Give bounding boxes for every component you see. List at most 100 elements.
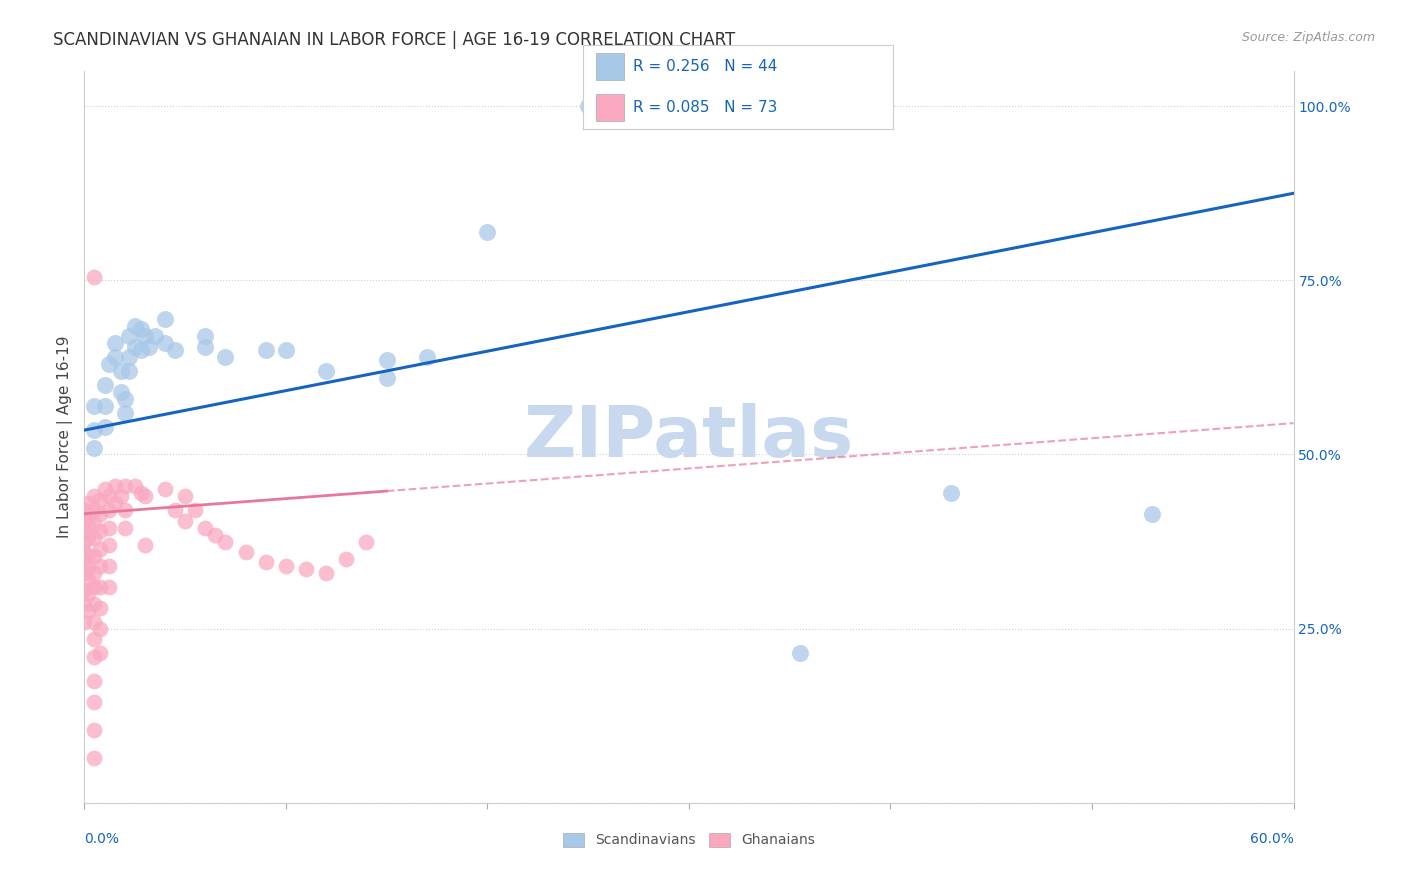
FancyBboxPatch shape bbox=[596, 94, 624, 120]
Point bbox=[356, 534, 378, 549]
Point bbox=[93, 377, 115, 392]
Text: 60.0%: 60.0% bbox=[1250, 832, 1294, 846]
FancyBboxPatch shape bbox=[596, 54, 624, 80]
Point bbox=[73, 597, 96, 611]
Point bbox=[77, 549, 100, 563]
Point bbox=[235, 545, 257, 559]
Point bbox=[124, 339, 146, 353]
Point bbox=[83, 531, 105, 545]
Point bbox=[93, 483, 115, 497]
Point bbox=[153, 311, 176, 326]
Point bbox=[89, 558, 111, 573]
Point bbox=[83, 441, 105, 455]
Point bbox=[83, 597, 105, 611]
Point bbox=[97, 558, 120, 573]
Y-axis label: In Labor Force | Age 16-19: In Labor Force | Age 16-19 bbox=[58, 335, 73, 539]
Point bbox=[83, 695, 105, 709]
Point bbox=[83, 399, 105, 413]
Point bbox=[598, 99, 620, 113]
Point bbox=[627, 99, 650, 113]
Point bbox=[73, 556, 96, 570]
Point bbox=[77, 517, 100, 532]
Point bbox=[97, 357, 120, 371]
Point bbox=[77, 562, 100, 576]
Point bbox=[77, 531, 100, 545]
Point bbox=[194, 329, 217, 343]
Point bbox=[118, 329, 141, 343]
Point bbox=[83, 723, 105, 737]
Point bbox=[114, 521, 136, 535]
Point bbox=[77, 587, 100, 601]
Point bbox=[315, 566, 337, 580]
Point bbox=[89, 646, 111, 660]
Point bbox=[118, 350, 141, 364]
Point bbox=[83, 517, 105, 532]
Point bbox=[104, 336, 127, 351]
Text: 0.0%: 0.0% bbox=[84, 832, 120, 846]
Point bbox=[97, 503, 120, 517]
Point bbox=[114, 406, 136, 420]
Point bbox=[138, 339, 160, 353]
Point bbox=[114, 479, 136, 493]
Point bbox=[789, 646, 811, 660]
Point bbox=[83, 615, 105, 629]
Point bbox=[77, 573, 100, 587]
Point bbox=[89, 524, 111, 538]
Point bbox=[93, 419, 115, 434]
Point bbox=[129, 322, 152, 336]
Point bbox=[637, 99, 659, 113]
Point bbox=[335, 552, 357, 566]
Point bbox=[73, 566, 96, 580]
Point bbox=[89, 507, 111, 521]
Point bbox=[110, 384, 132, 399]
Point bbox=[77, 496, 100, 510]
Point bbox=[73, 514, 96, 528]
Point bbox=[939, 485, 962, 500]
Point bbox=[274, 343, 297, 357]
Point bbox=[118, 364, 141, 378]
Point bbox=[204, 527, 226, 541]
Point bbox=[83, 549, 105, 563]
Point bbox=[295, 562, 318, 576]
Point bbox=[174, 514, 197, 528]
Point bbox=[83, 580, 105, 594]
Point bbox=[83, 269, 105, 284]
Point bbox=[89, 600, 111, 615]
Point bbox=[73, 503, 96, 517]
Point bbox=[214, 534, 236, 549]
Point bbox=[73, 615, 96, 629]
Point bbox=[114, 392, 136, 406]
Point bbox=[194, 339, 217, 353]
Text: R = 0.085   N = 73: R = 0.085 N = 73 bbox=[633, 100, 778, 115]
Point bbox=[143, 329, 166, 343]
Point bbox=[375, 353, 398, 368]
Point bbox=[73, 524, 96, 538]
Point bbox=[576, 99, 599, 113]
Point bbox=[97, 521, 120, 535]
Point bbox=[104, 479, 127, 493]
Point bbox=[104, 496, 127, 510]
Point bbox=[73, 583, 96, 598]
Point bbox=[375, 371, 398, 385]
Point bbox=[83, 673, 105, 688]
Point bbox=[97, 489, 120, 503]
Point bbox=[214, 350, 236, 364]
Point bbox=[83, 489, 105, 503]
Point bbox=[73, 534, 96, 549]
Point bbox=[129, 485, 152, 500]
Point bbox=[89, 541, 111, 556]
Point bbox=[134, 489, 156, 503]
Text: SCANDINAVIAN VS GHANAIAN IN LABOR FORCE | AGE 16-19 CORRELATION CHART: SCANDINAVIAN VS GHANAIAN IN LABOR FORCE … bbox=[53, 31, 735, 49]
Point bbox=[129, 343, 152, 357]
Point bbox=[274, 558, 297, 573]
Point bbox=[194, 521, 217, 535]
Point bbox=[83, 649, 105, 664]
Point bbox=[254, 343, 277, 357]
Point bbox=[124, 479, 146, 493]
Point bbox=[97, 538, 120, 552]
Legend: Scandinavians, Ghanaians: Scandinavians, Ghanaians bbox=[555, 826, 823, 855]
Point bbox=[83, 423, 105, 437]
Text: Source: ZipAtlas.com: Source: ZipAtlas.com bbox=[1241, 31, 1375, 45]
Point bbox=[134, 538, 156, 552]
Point bbox=[588, 99, 610, 113]
